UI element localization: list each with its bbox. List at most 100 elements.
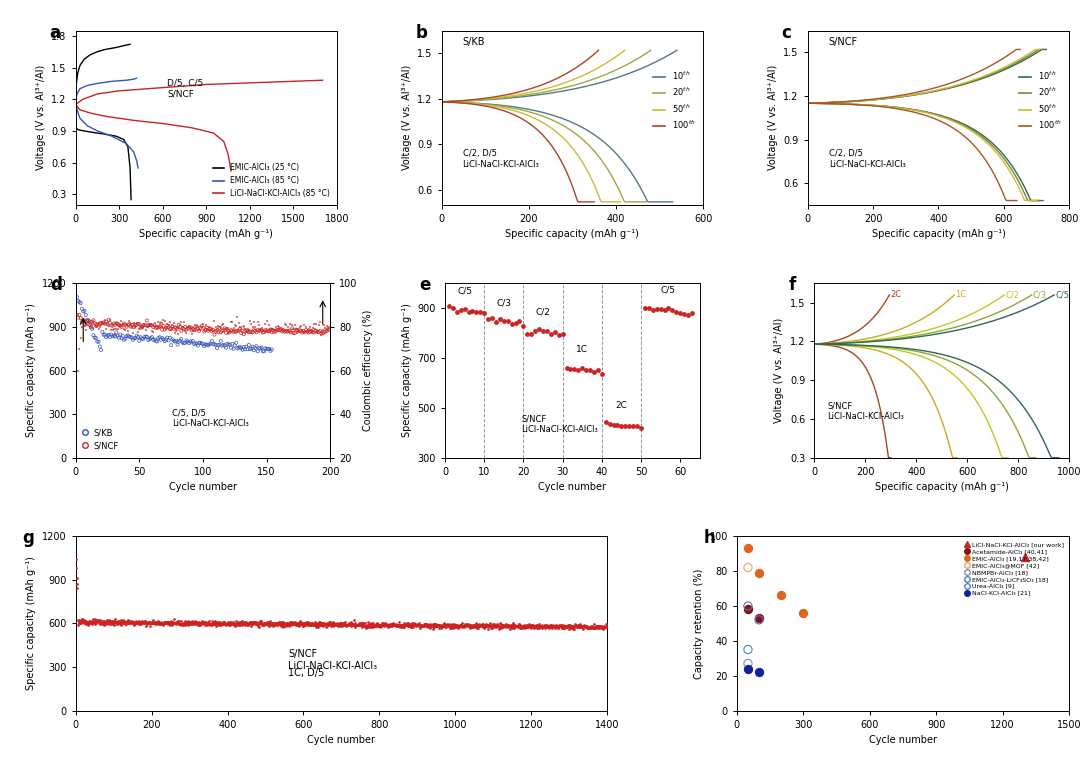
Point	[179, 616, 197, 628]
Point	[211, 617, 228, 629]
Point	[89, 615, 106, 627]
Point	[740, 657, 757, 669]
Point	[534, 622, 551, 634]
Point	[116, 317, 133, 329]
Point	[180, 319, 198, 332]
Point	[106, 618, 123, 630]
Point	[510, 618, 527, 630]
Point	[457, 618, 474, 630]
Point	[77, 316, 94, 329]
Point	[83, 322, 100, 335]
Point	[557, 621, 575, 633]
Point	[271, 616, 288, 628]
Point	[382, 620, 400, 633]
Point	[377, 619, 394, 631]
Point	[389, 619, 406, 631]
Point	[252, 617, 269, 629]
Point	[319, 619, 336, 631]
Point	[286, 617, 303, 629]
Point	[215, 616, 232, 628]
X-axis label: Cycle number: Cycle number	[308, 735, 376, 745]
Point	[190, 322, 207, 335]
Point	[174, 322, 191, 334]
Point	[285, 617, 302, 630]
Point	[252, 342, 269, 354]
Point	[382, 620, 400, 632]
Point	[131, 323, 148, 335]
Point	[540, 622, 557, 634]
Point	[90, 614, 107, 626]
Point	[578, 620, 595, 632]
Point	[617, 419, 634, 432]
Point	[243, 618, 260, 630]
Point	[525, 620, 542, 632]
Point	[179, 321, 197, 333]
Point	[214, 339, 231, 351]
Point	[514, 620, 531, 632]
Y-axis label: Voltage (V vs. Al³⁺/Al): Voltage (V vs. Al³⁺/Al)	[774, 318, 784, 423]
Point	[72, 617, 90, 629]
Point	[448, 620, 465, 633]
Point	[314, 323, 332, 335]
Point	[516, 622, 534, 634]
Point	[279, 618, 296, 630]
Point	[437, 620, 455, 633]
Point	[269, 617, 286, 630]
Point	[231, 617, 248, 630]
Point	[156, 617, 173, 629]
Point	[185, 335, 202, 347]
Point	[388, 620, 405, 632]
Point	[135, 333, 152, 345]
Point	[230, 317, 247, 329]
Point	[86, 617, 104, 630]
Point	[489, 619, 507, 631]
Point	[216, 339, 233, 351]
Point	[137, 330, 154, 342]
Point	[152, 317, 170, 329]
Point	[303, 322, 321, 335]
Point	[280, 617, 297, 630]
Point	[166, 326, 184, 338]
Point	[179, 335, 197, 348]
Point	[464, 620, 482, 633]
Point	[168, 617, 186, 629]
Point	[517, 621, 535, 633]
Point	[568, 620, 585, 633]
Point	[217, 617, 234, 630]
Point	[480, 312, 497, 325]
Point	[246, 616, 264, 628]
Point	[597, 621, 615, 633]
Point	[463, 305, 481, 317]
Point	[135, 319, 152, 332]
Point	[318, 618, 335, 630]
Point	[567, 620, 584, 633]
Point	[254, 345, 271, 358]
Point	[405, 617, 422, 630]
Point	[274, 324, 292, 336]
Point	[583, 620, 600, 633]
Point	[206, 338, 224, 350]
Point	[309, 619, 326, 631]
Point	[235, 618, 253, 630]
Point	[507, 620, 524, 632]
Point	[190, 336, 207, 348]
Point	[536, 621, 553, 633]
Point	[308, 318, 325, 330]
Point	[154, 617, 172, 629]
Point	[282, 326, 299, 338]
Point	[262, 619, 280, 631]
Point	[546, 622, 564, 634]
Point	[160, 618, 177, 630]
Point	[414, 620, 431, 632]
Point	[544, 620, 562, 632]
Point	[315, 617, 333, 630]
Point	[334, 618, 351, 630]
Point	[284, 617, 301, 629]
Point	[127, 617, 145, 630]
Point	[430, 619, 447, 631]
Point	[287, 617, 305, 630]
Point	[266, 325, 283, 338]
Point	[293, 617, 310, 630]
Point	[337, 620, 354, 632]
Point	[151, 320, 168, 332]
